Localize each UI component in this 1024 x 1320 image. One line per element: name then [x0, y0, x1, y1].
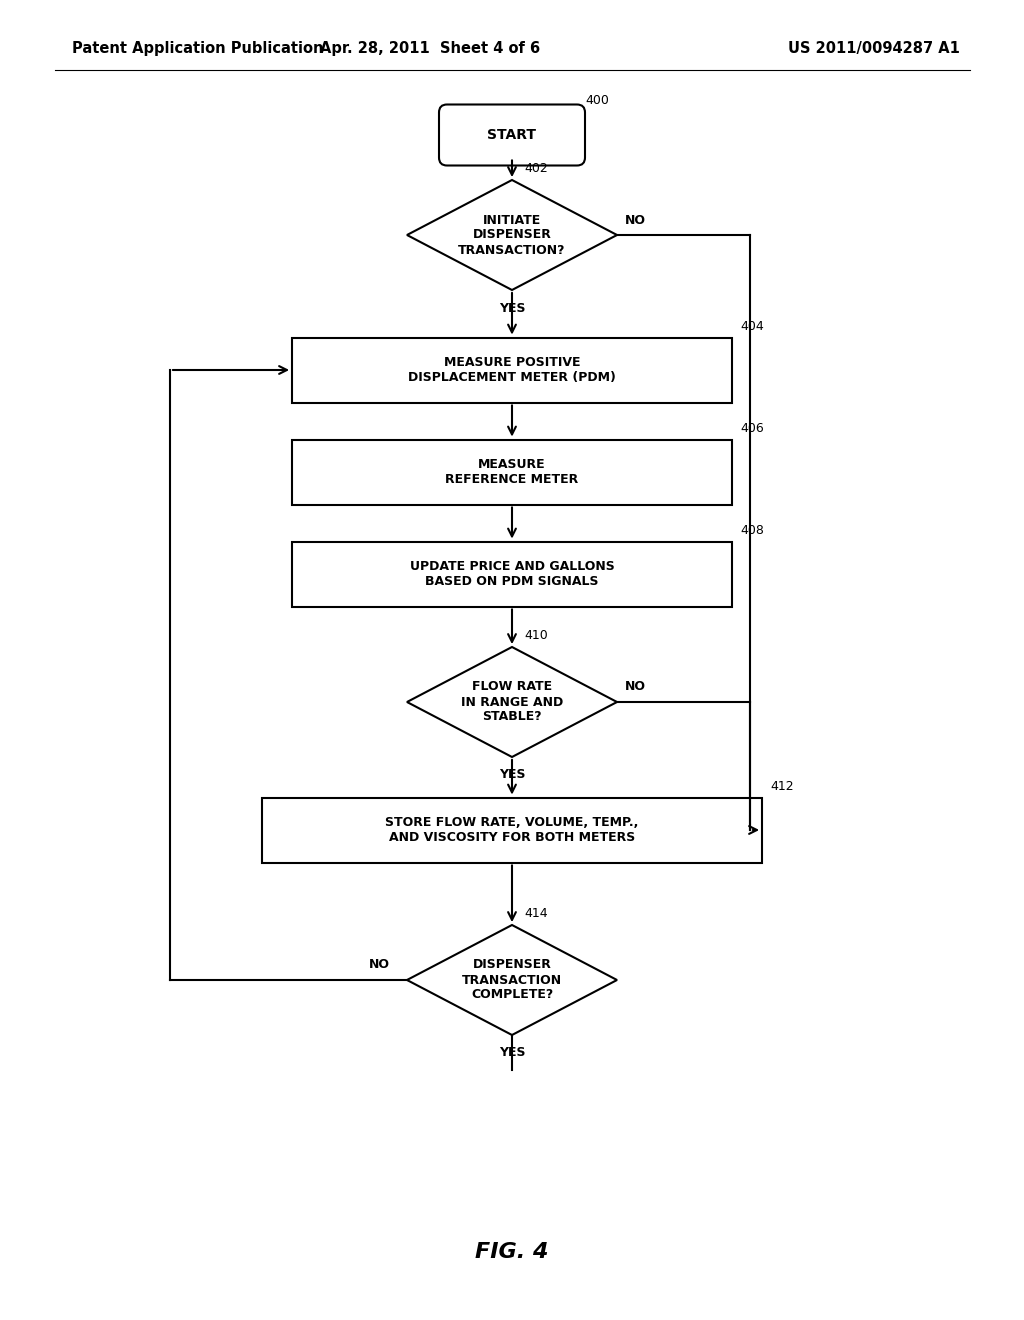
- Bar: [292, 440, 732, 504]
- Text: NO: NO: [625, 214, 645, 227]
- Bar: [292, 541, 732, 606]
- Text: FLOW RATE
IN RANGE AND
STABLE?: FLOW RATE IN RANGE AND STABLE?: [461, 681, 563, 723]
- Polygon shape: [407, 925, 617, 1035]
- Text: 412: 412: [770, 780, 794, 792]
- Text: Patent Application Publication: Patent Application Publication: [72, 41, 324, 55]
- Text: NO: NO: [625, 681, 645, 693]
- Text: STORE FLOW RATE, VOLUME, TEMP.,
AND VISCOSITY FOR BOTH METERS: STORE FLOW RATE, VOLUME, TEMP., AND VISC…: [385, 816, 639, 843]
- Text: YES: YES: [499, 1047, 525, 1060]
- Polygon shape: [407, 180, 617, 290]
- Text: FIG. 4: FIG. 4: [475, 1242, 549, 1262]
- Text: START: START: [487, 128, 537, 143]
- Text: MEASURE POSITIVE
DISPLACEMENT METER (PDM): MEASURE POSITIVE DISPLACEMENT METER (PDM…: [408, 356, 616, 384]
- Text: UPDATE PRICE AND GALLONS
BASED ON PDM SIGNALS: UPDATE PRICE AND GALLONS BASED ON PDM SI…: [410, 560, 614, 587]
- Text: Apr. 28, 2011  Sheet 4 of 6: Apr. 28, 2011 Sheet 4 of 6: [319, 41, 540, 55]
- Bar: [262, 797, 762, 862]
- Text: 400: 400: [585, 95, 609, 107]
- Text: 408: 408: [740, 524, 764, 536]
- Text: YES: YES: [499, 301, 525, 314]
- Text: INITIATE
DISPENSER
TRANSACTION?: INITIATE DISPENSER TRANSACTION?: [459, 214, 565, 256]
- Text: 410: 410: [524, 630, 548, 642]
- Polygon shape: [407, 647, 617, 756]
- Text: US 2011/0094287 A1: US 2011/0094287 A1: [788, 41, 961, 55]
- Text: YES: YES: [499, 768, 525, 781]
- Text: 404: 404: [740, 319, 764, 333]
- Text: NO: NO: [369, 958, 389, 972]
- Bar: [292, 338, 732, 403]
- Text: 414: 414: [524, 907, 548, 920]
- Text: DISPENSER
TRANSACTION
COMPLETE?: DISPENSER TRANSACTION COMPLETE?: [462, 958, 562, 1002]
- Text: MEASURE
REFERENCE METER: MEASURE REFERENCE METER: [445, 458, 579, 486]
- FancyBboxPatch shape: [439, 104, 585, 165]
- Text: 406: 406: [740, 421, 764, 434]
- Text: 402: 402: [524, 162, 548, 176]
